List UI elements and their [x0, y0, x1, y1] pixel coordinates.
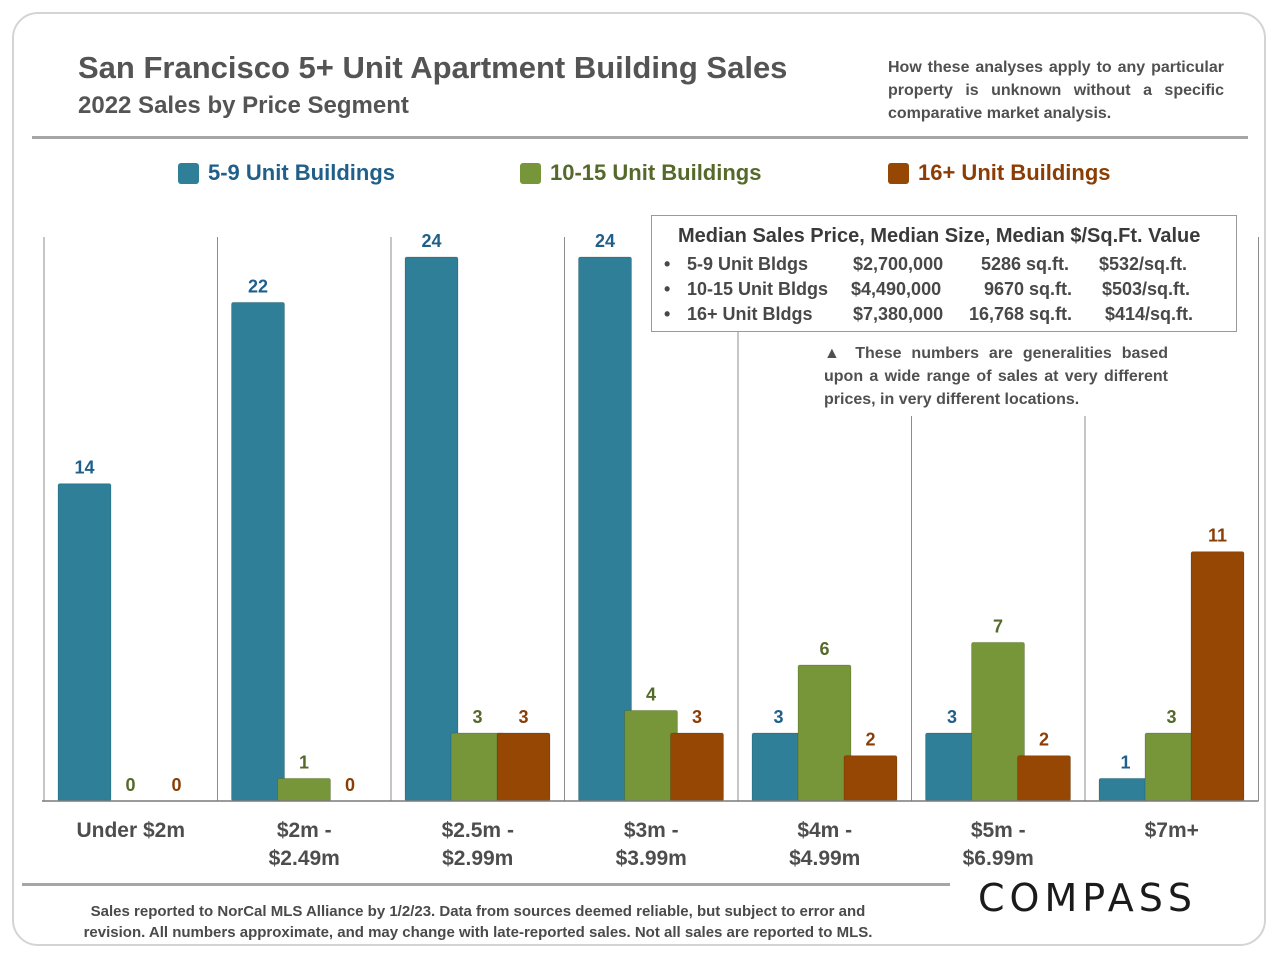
data-label: 3 — [1166, 707, 1176, 727]
source-footnote: Sales reported to NorCal MLS Alliance by… — [50, 901, 906, 943]
legend-swatch-5-9 — [178, 162, 199, 184]
data-label: 0 — [171, 775, 181, 795]
bar-16-plus — [1017, 755, 1071, 802]
category-label: $2.99m — [442, 847, 513, 870]
compass-logo: COMPASS — [978, 876, 1197, 920]
data-label: 0 — [345, 775, 355, 795]
data-label: 4 — [646, 684, 656, 704]
data-label: 3 — [692, 707, 702, 727]
footnote-line-1: Sales reported to NorCal MLS Alliance by… — [90, 903, 866, 920]
bar-16-plus — [843, 755, 898, 802]
median-values-box: Median Sales Price, Median Size, Median … — [651, 215, 1237, 332]
median-row-price: $2,700,000 — [853, 254, 944, 274]
median-row-size: 9670 sq.ft. — [984, 279, 1073, 299]
bar-10-15 — [624, 709, 678, 802]
bar-5-9 — [578, 256, 632, 802]
data-label: 3 — [773, 707, 783, 727]
data-label: 6 — [819, 639, 829, 659]
category-label: $7m+ — [1145, 819, 1199, 842]
data-label: 22 — [248, 276, 268, 296]
category-label: $2.49m — [269, 847, 340, 870]
legend-label-5-9: 5-9 Unit Buildings — [208, 160, 395, 185]
legend-item-10-15: 10-15 Unit Buildings — [520, 160, 761, 186]
legend-item-5-9: 5-9 Unit Buildings — [178, 160, 395, 186]
median-row-label: 10-15 Unit Bldgs — [687, 279, 829, 299]
footnote-line-2: revision. All numbers approximate, and m… — [83, 924, 873, 941]
bar-16-plus — [670, 732, 724, 802]
bar-16-plus — [496, 732, 551, 802]
median-row-label: 16+ Unit Bldgs — [687, 304, 813, 324]
generalities-note: ▲ These numbers are generalities based u… — [824, 345, 1168, 408]
bar-5-9 — [57, 483, 112, 802]
legend-swatch-10-15 — [520, 162, 541, 184]
data-label: 3 — [472, 707, 482, 727]
disclaimer-text: How these analyses apply to any particul… — [888, 59, 1224, 122]
category-label: $5m - — [971, 819, 1026, 842]
category-label: $3.99m — [616, 847, 687, 870]
median-row-bullet: • — [664, 254, 671, 274]
bar-10-15 — [277, 777, 331, 802]
median-row-price: $7,380,000 — [853, 304, 944, 324]
category-label: $2m - — [277, 819, 332, 842]
category-label: $4m - — [797, 819, 852, 842]
bar-10-15 — [797, 664, 852, 802]
bar-10-15 — [450, 732, 505, 802]
data-label: 14 — [74, 458, 94, 478]
median-row-size: 5286 sq.ft. — [981, 254, 1070, 274]
median-row-bullet: • — [664, 279, 671, 299]
legend-item-16-plus: 16+ Unit Buildings — [888, 160, 1111, 186]
category-label: $4.99m — [789, 847, 860, 870]
chart-title: San Francisco 5+ Unit Apartment Building… — [78, 50, 788, 85]
data-label: 24 — [595, 231, 615, 251]
legend-label-10-15: 10-15 Unit Buildings — [550, 160, 762, 185]
median-box-title: Median Sales Price, Median Size, Median … — [678, 225, 1201, 247]
median-row-ppsf: $532/sq.ft. — [1099, 254, 1188, 274]
legend-label-16-plus: 16+ Unit Buildings — [918, 160, 1111, 185]
data-label: 3 — [947, 707, 957, 727]
data-label: 3 — [518, 707, 528, 727]
data-label: 2 — [1039, 730, 1049, 750]
data-label: 11 — [1208, 526, 1227, 546]
median-row-bullet: • — [664, 304, 671, 324]
data-label: 2 — [865, 730, 875, 750]
data-label: 1 — [1120, 752, 1130, 772]
footer-divider — [22, 883, 950, 886]
median-row-ppsf: $414/sq.ft. — [1105, 304, 1194, 324]
legend-swatch-16-plus — [888, 162, 909, 184]
category-label: $2.5m - — [442, 819, 514, 842]
data-label: 24 — [421, 231, 441, 251]
data-label: 1 — [299, 752, 309, 772]
category-label: $6.99m — [963, 847, 1034, 870]
bar-10-15 — [1144, 732, 1199, 802]
category-label: Under $2m — [76, 819, 185, 842]
data-label: 0 — [125, 775, 135, 795]
bar-10-15 — [971, 641, 1025, 802]
bar-5-9 — [404, 256, 459, 802]
chart-subtitle: 2022 Sales by Price Segment — [78, 92, 409, 119]
median-row-size: 16,768 sq.ft. — [969, 304, 1073, 324]
bar-5-9 — [1098, 777, 1153, 802]
data-label: 7 — [993, 616, 1003, 636]
bar-16-plus — [1190, 551, 1245, 802]
bar-5-9 — [231, 301, 285, 802]
median-row-ppsf: $503/sq.ft. — [1102, 279, 1191, 299]
median-row-price: $4,490,000 — [851, 279, 942, 299]
category-label: $3m - — [624, 819, 679, 842]
bar-5-9 — [751, 732, 806, 802]
median-row-label: 5-9 Unit Bldgs — [687, 254, 809, 274]
header-divider — [32, 136, 1248, 139]
bar-5-9 — [925, 732, 979, 802]
